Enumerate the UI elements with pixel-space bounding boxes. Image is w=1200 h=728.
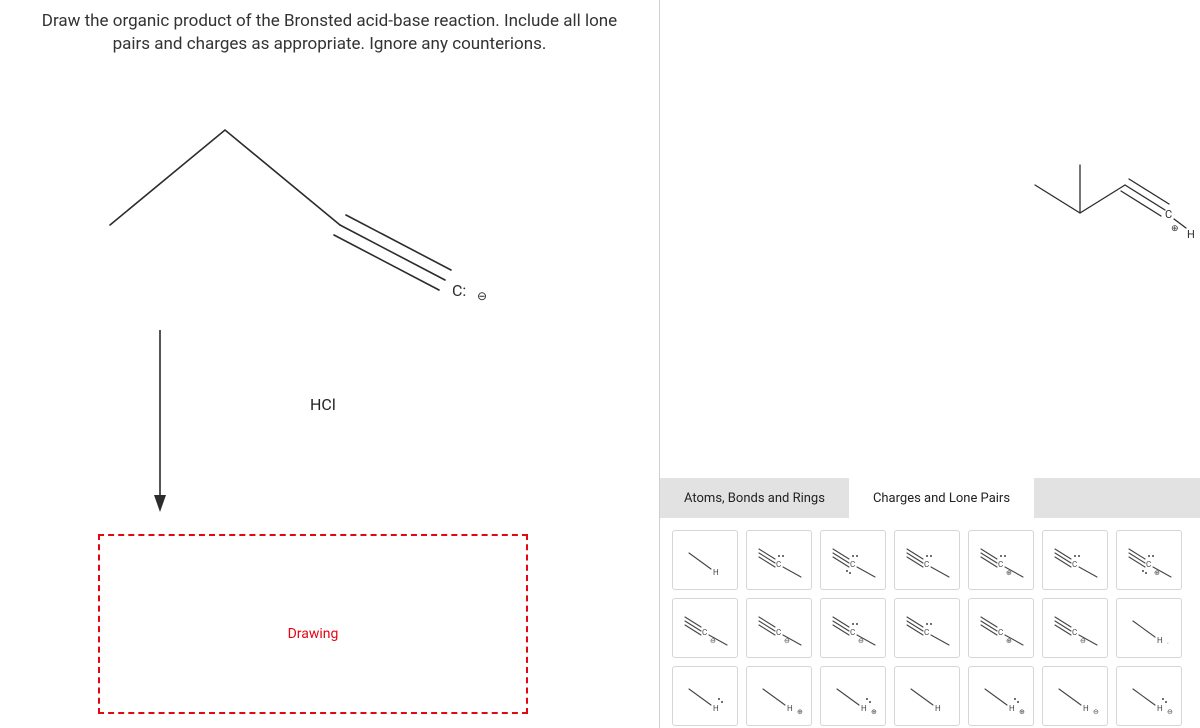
svg-text:H: H [713, 704, 719, 713]
svg-text:H: H [861, 704, 867, 713]
tab-charges-lonepairs[interactable]: Charges and Lone Pairs [849, 478, 1034, 518]
palette-frag-h-plus[interactable]: H⊕ [746, 666, 812, 726]
palette-frag-c-lp1[interactable]: C [746, 530, 812, 590]
palette-frag-h-minus-lp[interactable]: H⊖ [1116, 666, 1182, 726]
svg-text:C: C [776, 628, 781, 637]
palette-frag-h-lp[interactable]: H [672, 666, 738, 726]
tab-atoms-label: Atoms, Bonds and Rings [684, 491, 825, 506]
svg-text:⊖: ⊖ [1080, 637, 1086, 645]
palette-frag-c-plus-lp2[interactable]: C⊕ [1116, 530, 1182, 590]
palette-frag-h-plain[interactable]: H [894, 666, 960, 726]
tab-charges-label: Charges and Lone Pairs [873, 491, 1010, 506]
svg-text:H: H [1187, 228, 1195, 241]
palette-frag-c-plus-lp[interactable]: C⊕ [968, 530, 1034, 590]
palette-frag-c-minus[interactable]: C⊖ [672, 598, 738, 658]
drawing-dropzone[interactable]: Drawing [98, 534, 528, 714]
tab-atoms-bonds[interactable]: Atoms, Bonds and Rings [660, 478, 849, 518]
svg-text:⊕: ⊕ [797, 708, 803, 716]
svg-text:⊕: ⊕ [871, 708, 877, 716]
palette-frag-h-plus-lp[interactable]: H⊕ [820, 666, 886, 726]
svg-text:C: C [1165, 208, 1172, 221]
svg-text:⊕: ⊕ [1006, 569, 1012, 577]
svg-text:⊖: ⊖ [1093, 708, 1099, 716]
palette-frag-c-minus2[interactable]: C⊖ [1042, 598, 1108, 658]
reactant-structure: C: ⊖ [0, 0, 660, 520]
palette-frag-c-lp2[interactable]: C [820, 530, 886, 590]
palette-frag-c-lp1b[interactable]: C [894, 530, 960, 590]
svg-text:H: H [1009, 704, 1015, 713]
svg-text:C: C [998, 628, 1003, 637]
svg-text:H: H [1157, 704, 1163, 713]
tool-tabs: Atoms, Bonds and Rings Charges and Lone … [660, 478, 1200, 518]
svg-text:⊖: ⊖ [710, 637, 716, 645]
svg-text:⊖: ⊖ [477, 289, 487, 303]
svg-text:C: C [850, 628, 855, 637]
hcl-label: HCl [310, 395, 336, 414]
svg-text:C: C [776, 560, 781, 569]
svg-text:·: · [1167, 640, 1169, 648]
svg-text:⊕: ⊕ [1019, 708, 1025, 716]
svg-text:H: H [935, 704, 941, 713]
svg-text:C: C [1072, 628, 1077, 637]
palette-frag-c-lp-minus[interactable]: C [1042, 530, 1108, 590]
answer-panel: C ⊕ H Atoms, Bonds and Rings Charges and… [660, 0, 1200, 728]
svg-text:H: H [713, 568, 719, 577]
palette-frag-h-minus[interactable]: H⊖ [1042, 666, 1108, 726]
drawing-label: Drawing [288, 626, 339, 642]
palette-frag-c-minusb[interactable]: C⊖ [746, 598, 812, 658]
svg-text:⊕: ⊕ [1171, 224, 1179, 234]
palette-frag-c-lp-only[interactable]: C [894, 598, 960, 658]
palette-frag-h-plus-up[interactable]: H⊕ [968, 666, 1034, 726]
svg-text:⊖: ⊖ [784, 637, 790, 645]
svg-text:C: C [850, 560, 855, 569]
svg-text:C: C [924, 560, 929, 569]
svg-text:C: C [702, 628, 707, 637]
svg-text:C: C [1146, 560, 1151, 569]
svg-text:C: C [1072, 560, 1077, 569]
svg-text:⊕: ⊕ [1154, 569, 1160, 577]
palette-frag-h[interactable]: H [672, 530, 738, 590]
svg-text:C: C [998, 560, 1003, 569]
palette-frag-h-dot[interactable]: H· [1116, 598, 1182, 658]
product-canvas[interactable]: C ⊕ H [660, 0, 1200, 470]
question-panel: Draw the organic product of the Bronsted… [0, 0, 660, 728]
svg-text:H: H [1157, 636, 1163, 645]
svg-text:H: H [1083, 704, 1089, 713]
svg-text:⊖: ⊖ [858, 637, 864, 645]
fragment-palette: HCCCC⊕CC⊕C⊖C⊖C⊖CC⊕C⊖H·HH⊕H⊕HH⊕H⊖H⊖ [660, 518, 1200, 728]
svg-text:C:: C: [452, 281, 466, 300]
svg-text:C: C [924, 628, 929, 637]
svg-text:⊕: ⊕ [1006, 637, 1012, 645]
svg-text:⊖: ⊖ [1167, 708, 1173, 716]
svg-text:H: H [787, 704, 793, 713]
palette-frag-c-plus[interactable]: C⊕ [968, 598, 1034, 658]
palette-frag-c-minus-lp[interactable]: C⊖ [820, 598, 886, 658]
